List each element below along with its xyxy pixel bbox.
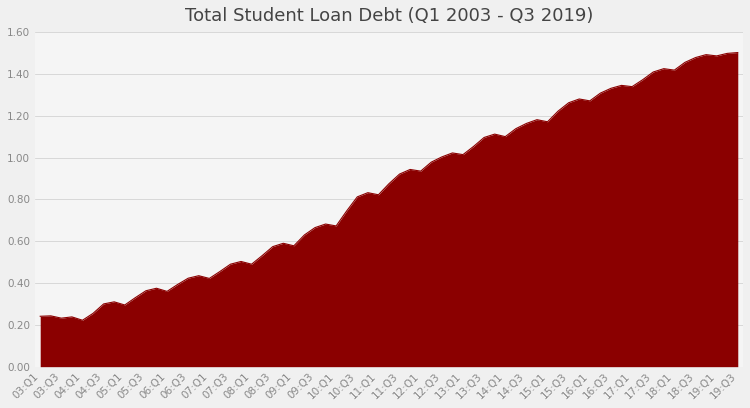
Title: Total Student Loan Debt (Q1 2003 - Q3 2019): Total Student Loan Debt (Q1 2003 - Q3 20… — [184, 7, 593, 25]
